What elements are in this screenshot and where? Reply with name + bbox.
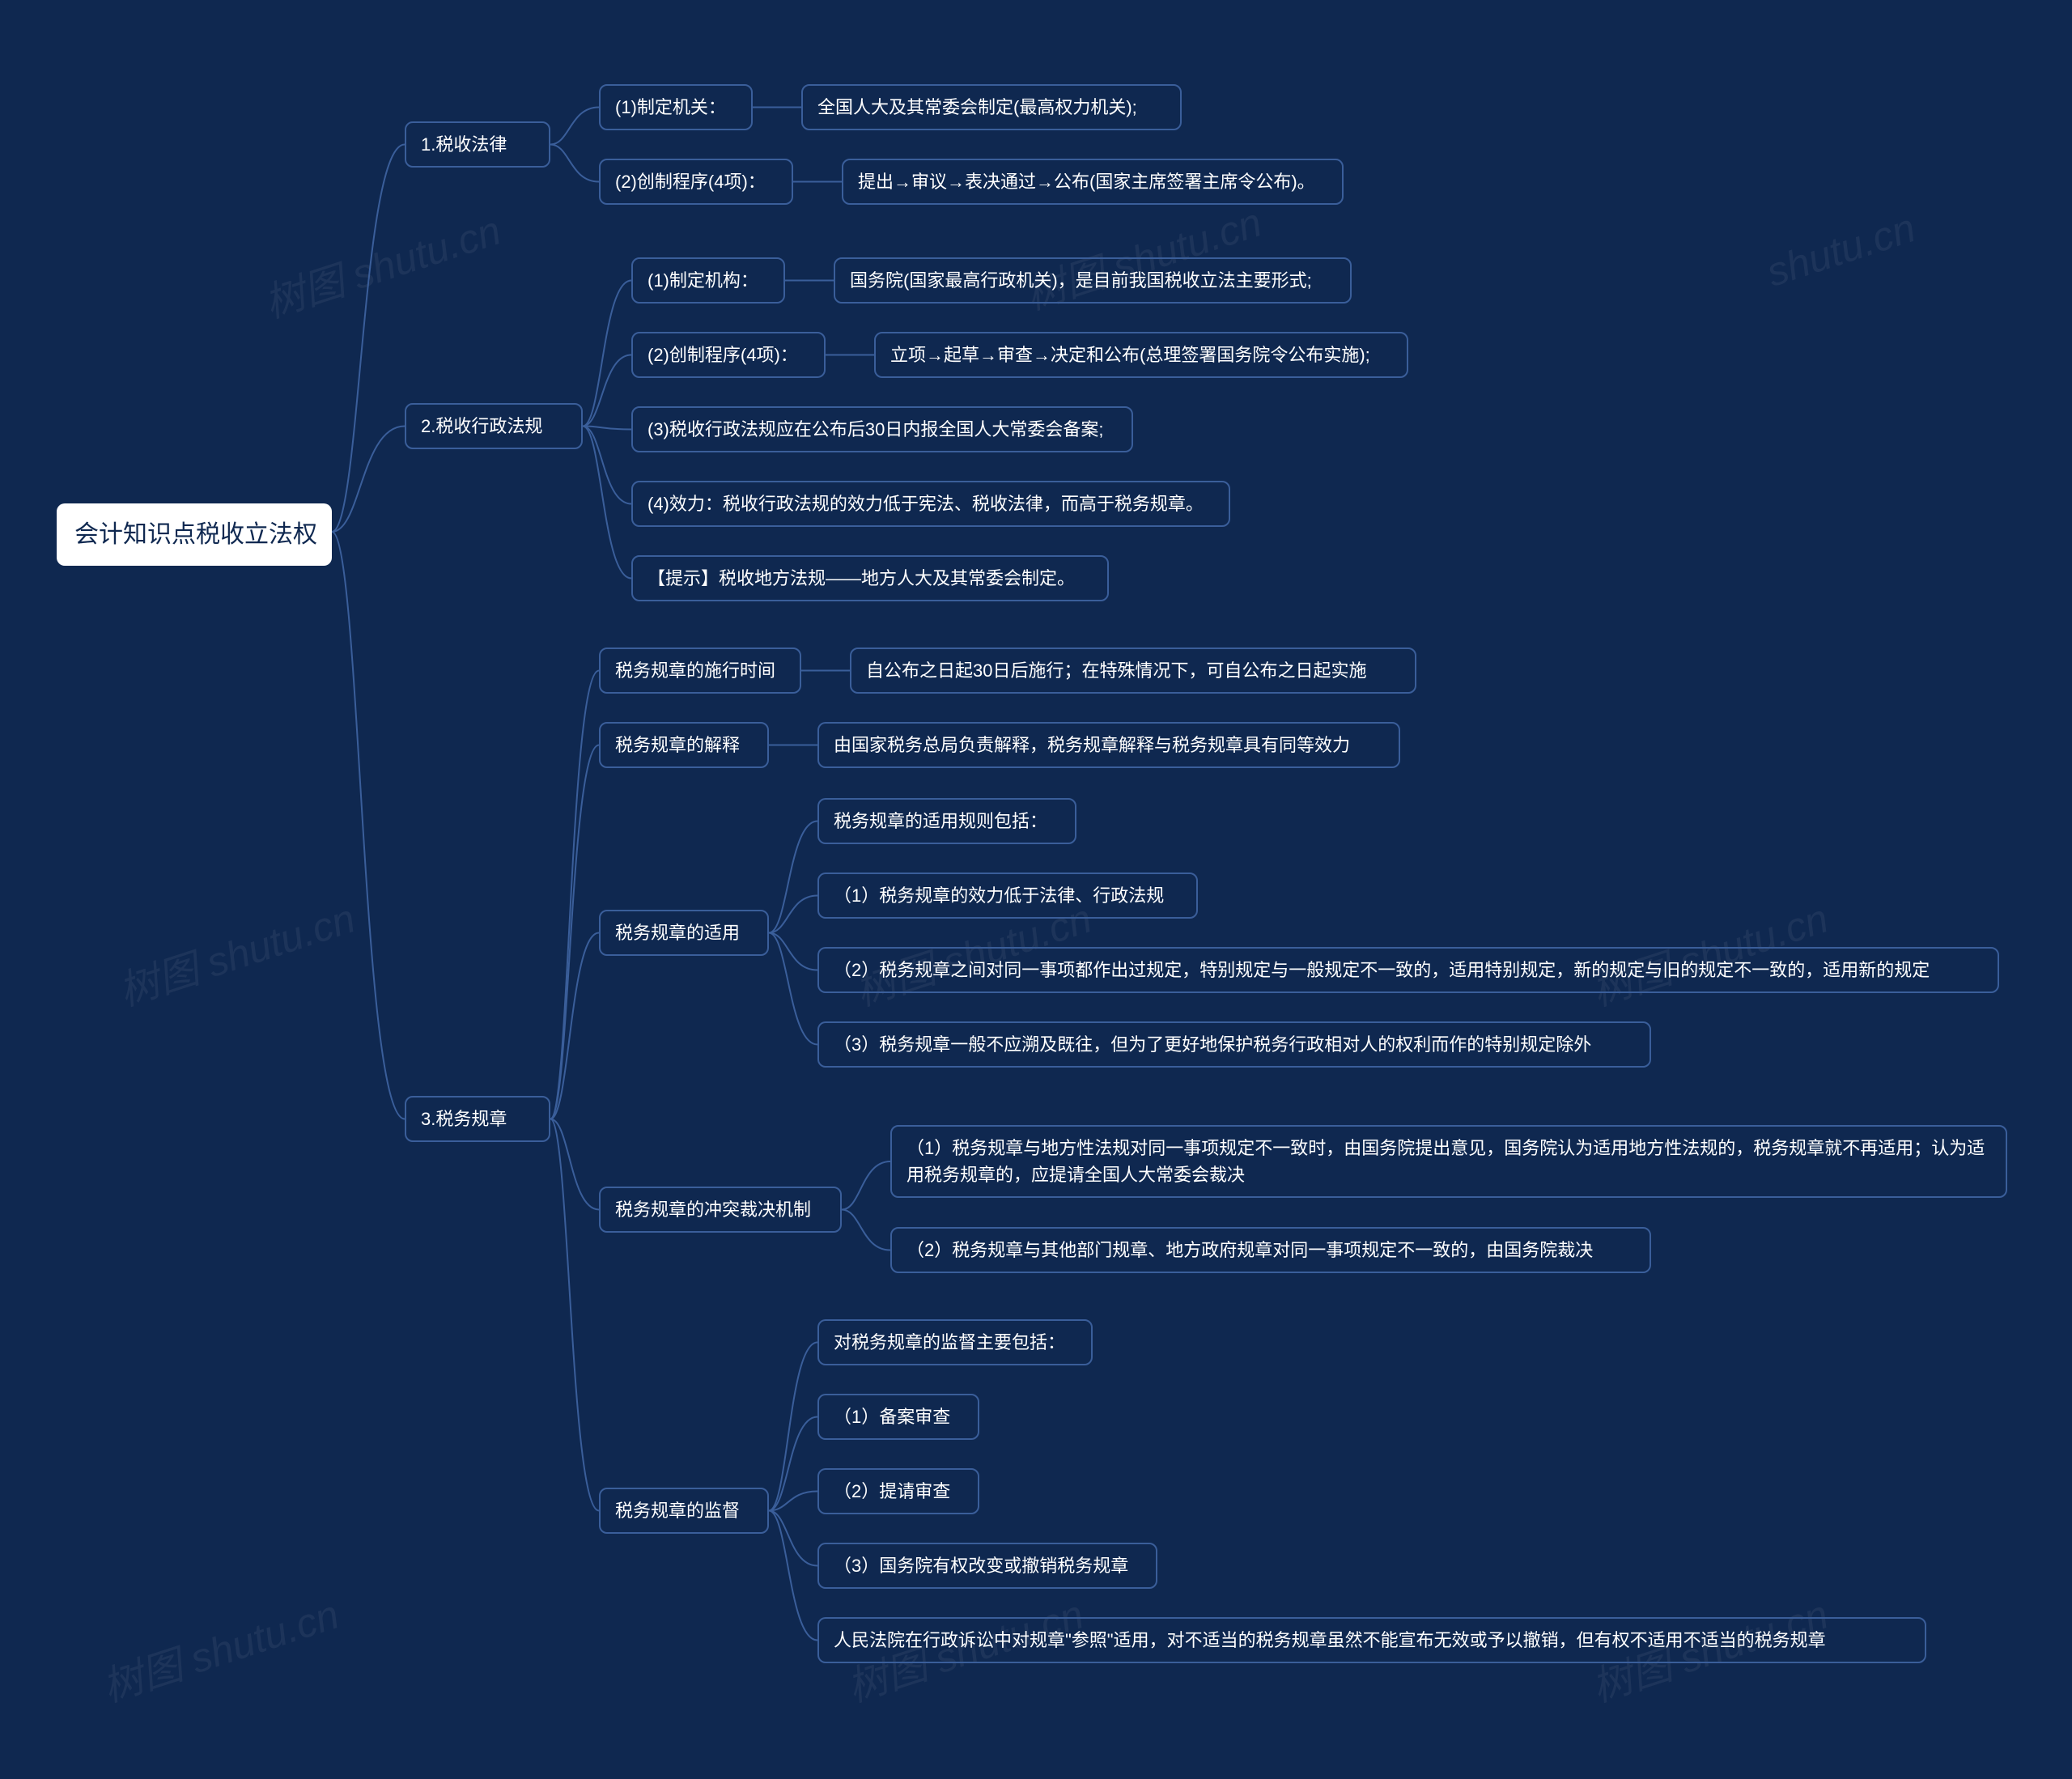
mindmap-node[interactable]: （3）税务规章一般不应溯及既往，但为了更好地保护税务行政相对人的权利而作的特别规… [817, 1021, 1651, 1068]
mindmap-node[interactable]: 税务规章的适用 [599, 910, 769, 956]
mindmap-node[interactable]: (4)效力：税收行政法规的效力低于宪法、税收法律，而高于税务规章。 [631, 481, 1230, 527]
mindmap-node[interactable]: 3.税务规章 [405, 1096, 550, 1142]
watermark: 树图 shutu.cn [256, 198, 507, 329]
mindmap-node[interactable]: (3)税收行政法规应在公布后30日内报全国人大常委会备案; [631, 406, 1133, 452]
mindmap-node[interactable]: 【提示】税收地方法规——地方人大及其常委会制定。 [631, 555, 1109, 601]
mindmap-node[interactable]: （2）提请审查 [817, 1468, 979, 1514]
mindmap-node[interactable]: 2.税收行政法规 [405, 403, 583, 449]
mindmap-node[interactable]: 全国人大及其常委会制定(最高权力机关); [801, 84, 1182, 130]
root-node[interactable]: 会计知识点税收立法权 [57, 503, 332, 566]
mindmap-node[interactable]: 自公布之日起30日后施行；在特殊情况下，可自公布之日起实施 [850, 647, 1416, 694]
mindmap-node[interactable]: （1）备案审查 [817, 1394, 979, 1440]
mindmap-node[interactable]: (2)创制程序(4项)： [631, 332, 826, 378]
mindmap-node[interactable]: 对税务规章的监督主要包括： [817, 1319, 1093, 1365]
mindmap-node[interactable]: （2）税务规章之间对同一事项都作出过规定，特别规定与一般规定不一致的，适用特别规… [817, 947, 1999, 993]
mindmap-node[interactable]: 税务规章的解释 [599, 722, 769, 768]
mindmap-canvas: 树图 shutu.cn 树图 shutu.cn shutu.cn 树图 shutu.c… [0, 0, 2072, 1779]
mindmap-node[interactable]: （1）税务规章的效力低于法律、行政法规 [817, 873, 1198, 919]
mindmap-node[interactable]: （2）税务规章与其他部门规章、地方政府规章对同一事项规定不一致的，由国务院裁决 [890, 1227, 1651, 1273]
mindmap-node[interactable]: 国务院(国家最高行政机关)，是目前我国税收立法主要形式; [834, 257, 1352, 304]
mindmap-node[interactable]: (1)制定机关： [599, 84, 753, 130]
mindmap-node[interactable]: 人民法院在行政诉讼中对规章"参照"适用，对不适当的税务规章虽然不能宣布无效或予以… [817, 1617, 1926, 1663]
mindmap-node[interactable]: （1）税务规章与地方性法规对同一事项规定不一致时，由国务院提出意见，国务院认为适… [890, 1125, 2007, 1198]
mindmap-node[interactable]: 税务规章的适用规则包括： [817, 798, 1076, 844]
mindmap-node[interactable]: (1)制定机构： [631, 257, 785, 304]
watermark: 树图 shutu.cn [94, 1582, 345, 1713]
mindmap-node[interactable]: 税务规章的施行时间 [599, 647, 801, 694]
mindmap-node[interactable]: 1.税收法律 [405, 121, 550, 168]
mindmap-node[interactable]: 立项→起草→审查→决定和公布(总理签署国务院令公布实施); [874, 332, 1408, 378]
mindmap-node[interactable]: 税务规章的冲突裁决机制 [599, 1187, 842, 1233]
mindmap-node[interactable]: 提出→审议→表决通过→公布(国家主席签署主席令公布)。 [842, 159, 1344, 205]
watermark: 树图 shutu.cn [110, 886, 361, 1017]
mindmap-node[interactable]: （3）国务院有权改变或撤销税务规章 [817, 1543, 1157, 1589]
mindmap-node[interactable]: 由国家税务总局负责解释，税务规章解释与税务规章具有同等效力 [817, 722, 1400, 768]
mindmap-node[interactable]: 税务规章的监督 [599, 1488, 769, 1534]
watermark: shutu.cn [1761, 204, 1921, 296]
mindmap-node[interactable]: (2)创制程序(4项)： [599, 159, 793, 205]
